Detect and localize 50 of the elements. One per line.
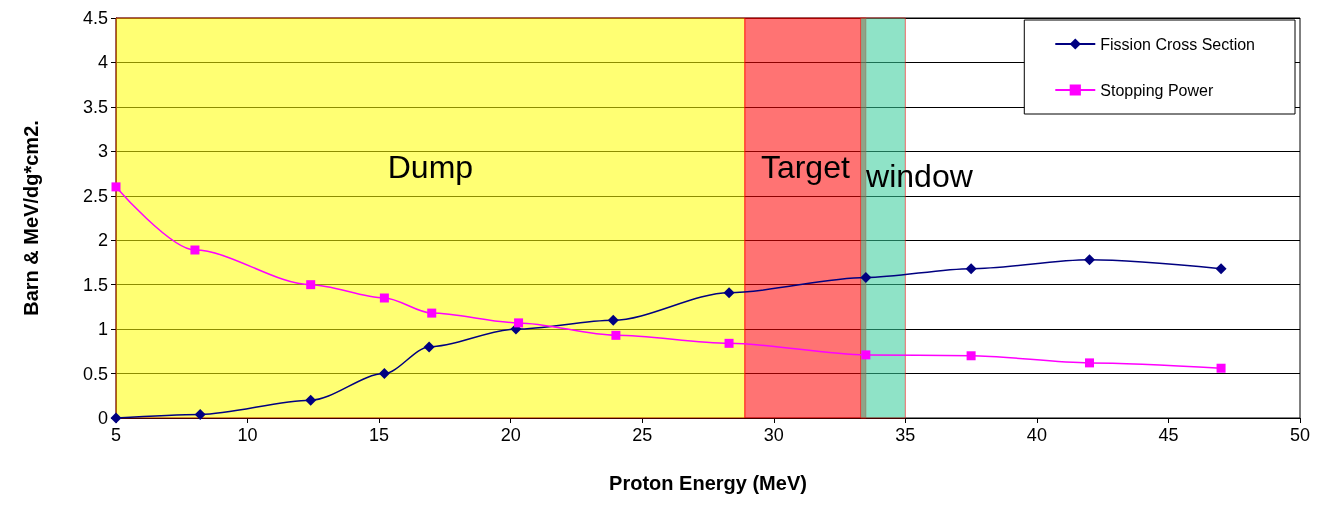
point — [194, 408, 206, 420]
point — [379, 293, 389, 303]
y-tick-label: 3 — [97, 141, 108, 162]
point — [611, 330, 621, 340]
y-tick-label: 1.5 — [82, 274, 108, 295]
point — [190, 245, 200, 255]
y-tick-label: 3.5 — [82, 96, 108, 117]
point — [860, 272, 872, 284]
point — [378, 368, 390, 380]
y-tick-label: 4 — [97, 52, 108, 73]
y-tick-label: 1 — [97, 319, 108, 340]
band-label: Dump — [387, 148, 474, 185]
band-label: Target — [760, 148, 850, 185]
x-tick-label: 30 — [763, 425, 784, 445]
x-tick-label: 50 — [1289, 425, 1311, 445]
point — [427, 308, 437, 318]
x-tick-label: 40 — [1026, 425, 1047, 445]
point — [1215, 263, 1227, 275]
x-tick-label: 35 — [895, 425, 916, 445]
point — [1084, 254, 1096, 266]
point — [1216, 363, 1226, 373]
point — [861, 350, 871, 360]
point — [306, 280, 316, 290]
x-tick-label: 45 — [1158, 425, 1179, 445]
x-tick-label: 5 — [110, 425, 122, 445]
point — [110, 412, 122, 424]
point — [966, 351, 976, 361]
y-tick-label: 0 — [97, 408, 108, 428]
point — [965, 263, 977, 275]
legend-label: Fission Cross Section — [1100, 35, 1255, 53]
y-tick-label: 2 — [97, 230, 108, 251]
point — [723, 287, 735, 299]
point — [423, 341, 435, 353]
x-tick-label: 15 — [369, 425, 390, 445]
y-axis-title: Barn & MeV/dg*cm2. — [20, 120, 42, 316]
x-tick-label: 10 — [237, 425, 258, 445]
point — [111, 182, 121, 192]
point — [607, 314, 619, 326]
y-tick-label: 4.5 — [82, 8, 108, 28]
point — [514, 318, 524, 328]
point — [724, 338, 734, 348]
point — [305, 394, 317, 406]
x-tick-label: 20 — [500, 425, 521, 445]
y-tick-label: 0.5 — [82, 363, 108, 384]
y-tick-label: 2.5 — [82, 185, 108, 206]
x-tick-label: 25 — [632, 425, 653, 445]
band-label: window — [865, 157, 974, 194]
point — [1085, 358, 1095, 368]
legend-label: Stopping Power — [1100, 81, 1214, 99]
x-axis-title: Proton Energy (MeV) — [609, 472, 807, 494]
